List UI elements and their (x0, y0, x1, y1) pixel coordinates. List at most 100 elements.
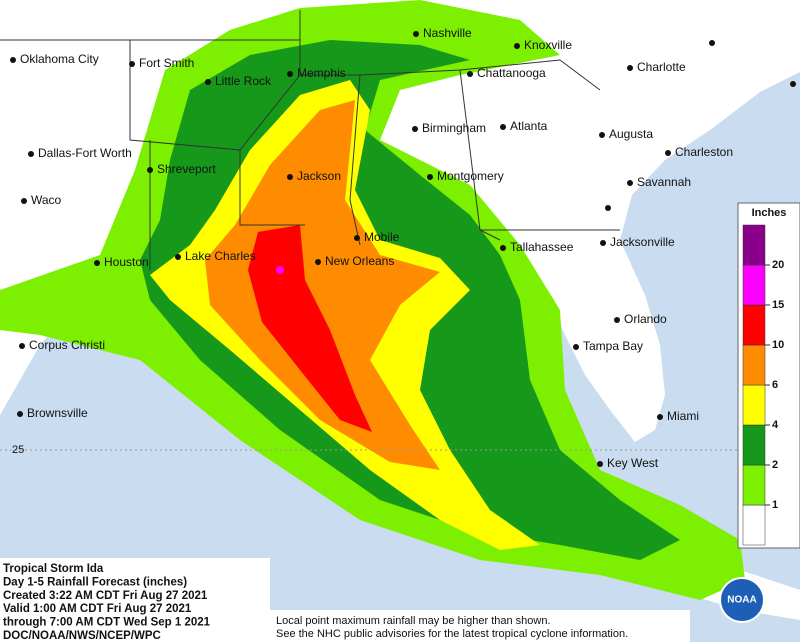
city-dot (147, 167, 153, 173)
city-label: Dallas-Fort Worth (38, 146, 132, 160)
city-label: Atlanta (510, 119, 548, 133)
city-dot (614, 317, 620, 323)
info-line: through 7:00 AM CDT Wed Sep 1 2021 (3, 617, 211, 629)
city-label: Charleston (675, 145, 733, 159)
city-label: Waco (31, 193, 62, 207)
legend-tick-label: 20 (772, 259, 784, 271)
city-label: Nashville (423, 26, 472, 40)
city-dot (467, 71, 473, 77)
legend-tick-label: 10 (772, 339, 784, 351)
city-label: Savannah (637, 175, 691, 189)
legend-tick-label: 4 (772, 419, 779, 431)
city-dot (427, 174, 433, 180)
legend-swatch (742, 264, 766, 306)
city-label: New Orleans (325, 254, 394, 268)
city-dot (10, 57, 16, 63)
legend-swatch (742, 384, 766, 426)
city-label: Knoxville (524, 38, 572, 52)
city-dot (514, 43, 520, 49)
city-label: Tampa Bay (583, 339, 643, 353)
city-dot (573, 344, 579, 350)
city-label: Orlando (624, 312, 667, 326)
legend: 1 2 4 6 10 15 20 (742, 224, 784, 546)
legend-swatch (742, 464, 766, 506)
info-line: Created 3:22 AM CDT Fri Aug 27 2021 (3, 590, 208, 602)
city-dot (17, 411, 23, 417)
city-label: Memphis (297, 66, 346, 80)
info-line: DOC/NOAA/NWS/NCEP/WPC (3, 630, 161, 642)
city-label: Jacksonville (610, 235, 675, 249)
latitude-label: 25 (12, 444, 24, 456)
rain-band (248, 225, 372, 432)
city-dot (94, 260, 100, 266)
city-dot (627, 65, 633, 71)
city-label: Birmingham (422, 121, 486, 135)
city-label: Miami (667, 409, 699, 423)
city-label: Fort Smith (139, 56, 194, 70)
city-dot (657, 414, 663, 420)
city-dot (599, 132, 605, 138)
city-dot (129, 61, 135, 67)
legend-swatch (742, 304, 766, 346)
city-dot (627, 180, 633, 186)
legend-tick-label: 6 (772, 379, 778, 391)
city-dot (354, 235, 360, 241)
legend-swatch (742, 344, 766, 386)
info-line: Day 1-5 Rainfall Forecast (inches) (3, 576, 187, 588)
city-label: Charlotte (637, 60, 686, 74)
city-label: Houston (104, 255, 149, 269)
info-line: Valid 1:00 AM CDT Fri Aug 27 2021 (3, 603, 192, 615)
city-label: Shreveport (157, 162, 216, 176)
city-dot (709, 40, 715, 46)
city-label: Little Rock (215, 74, 272, 88)
city-dot (205, 79, 211, 85)
city-label: Montgomery (437, 169, 504, 183)
city-label: Augusta (609, 127, 653, 141)
city-label: Chattanooga (477, 66, 546, 80)
city-dot (605, 205, 611, 211)
city-dot (315, 259, 321, 265)
legend-title: Inches (752, 207, 787, 219)
legend-tick-label: 1 (772, 499, 778, 511)
city-dot (665, 150, 671, 156)
note: Local point maximum rainfall may be high… (276, 615, 628, 640)
city-dot (600, 240, 606, 246)
city-label: Brownsville (27, 406, 88, 420)
city-dot (500, 124, 506, 130)
legend-swatch (742, 224, 766, 266)
note-line: Local point maximum rainfall may be high… (276, 615, 551, 627)
legend-swatch (742, 424, 766, 466)
logo-text: NOAA (727, 595, 756, 606)
legend-tick-label: 15 (772, 299, 784, 311)
city-label: Corpus Christi (29, 338, 105, 352)
info-line: Tropical Storm Ida (3, 563, 104, 575)
legend-tick-label: 2 (772, 459, 778, 471)
note-box (270, 610, 690, 642)
city-dot (413, 31, 419, 37)
legend-swatch (742, 504, 766, 546)
city-label: Oklahoma City (20, 52, 99, 66)
city-dot (19, 343, 25, 349)
city-dot (500, 245, 506, 251)
note-line: See the NHC public advisories for the la… (276, 628, 628, 640)
rain-band (205, 100, 440, 470)
city-label: Key West (607, 456, 659, 470)
city-label: Mobile (364, 230, 400, 244)
rain-peak (276, 266, 284, 274)
city-label: Tallahassee (510, 240, 574, 254)
city-dot (790, 81, 796, 87)
state-border (0, 10, 620, 270)
city-dot (21, 198, 27, 204)
city-dot (412, 126, 418, 132)
cities: Oklahoma City Fort Smith Little Rock Memphi… (10, 26, 796, 470)
city-dot (175, 254, 181, 260)
info-box (0, 558, 270, 642)
logo (719, 577, 765, 623)
city-dot (28, 151, 34, 157)
city-label: Jackson (297, 169, 341, 183)
city-dot (287, 71, 293, 77)
city-dot (287, 174, 293, 180)
city-label: Lake Charles (185, 249, 256, 263)
